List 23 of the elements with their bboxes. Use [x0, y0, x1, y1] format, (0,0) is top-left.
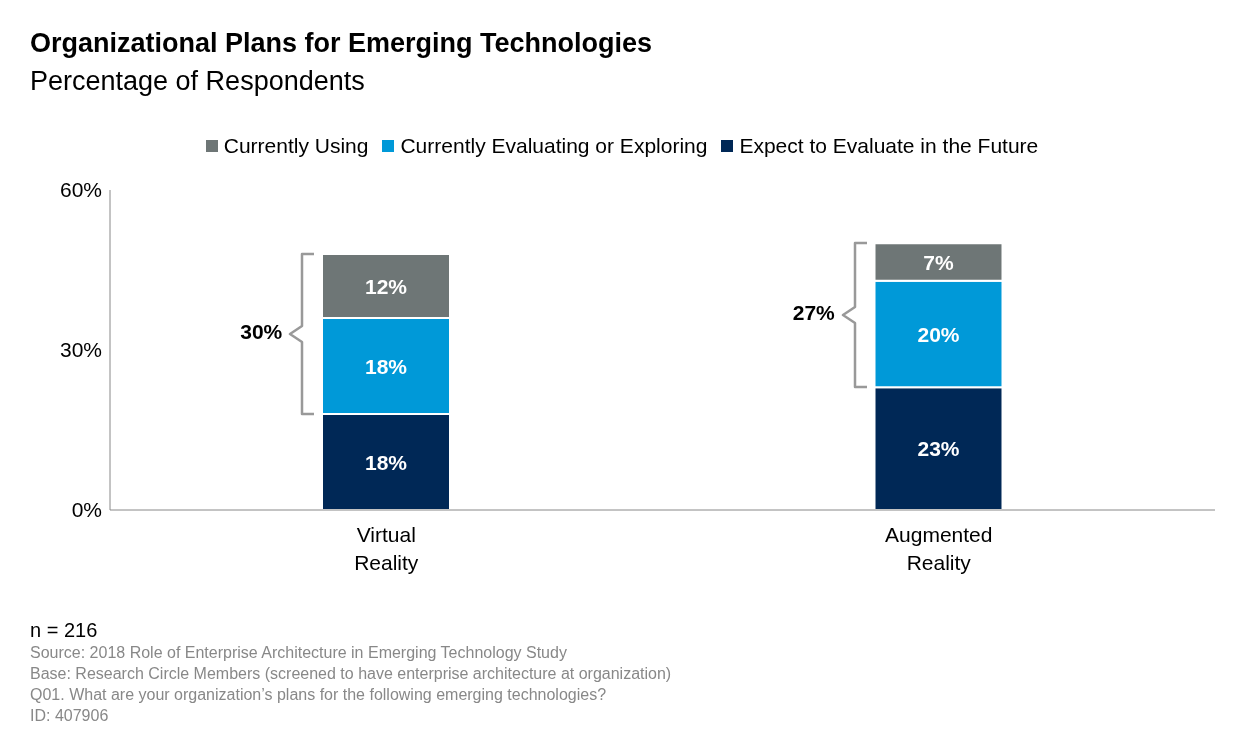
legend-label: Currently Using	[223, 134, 369, 158]
text: n = 216	[30, 618, 99, 642]
source-note: Source: 2018 Role of Enterprise Architecture in Emerging Technology Study	[30, 643, 568, 663]
data-label: 18%	[364, 354, 408, 378]
y-tick-label: 60%	[59, 178, 102, 202]
chart-subtitle: Percentage of Respondents	[30, 66, 365, 97]
x-tick-label: Augmented Reality	[885, 523, 993, 574]
annotation: 30%	[239, 320, 283, 344]
legend-label: Expect to Evaluate in the Future	[739, 134, 1039, 158]
text: ID: 407906	[30, 706, 110, 726]
data-label: 20%	[917, 322, 960, 346]
chart-title: Organizational Plans for Emerging Technologies	[30, 28, 653, 59]
text: Base: Research Circle Members (screened to have enterprise architecture at organization)	[30, 664, 672, 684]
y-tick-label: 0%	[71, 498, 102, 522]
data-label: 23%	[917, 437, 960, 461]
y-tick-label: 30%	[59, 338, 102, 362]
text: Q01. What are your organization’s plans for the following emerging technologies?	[30, 685, 608, 705]
x-tick-label: Virtual Reality	[354, 523, 419, 574]
data-label: 18%	[364, 450, 408, 474]
data-label: 7%	[923, 250, 954, 274]
annotation: 27%	[791, 301, 835, 326]
data-label: 12%	[364, 274, 408, 298]
legend-label: Currently Evaluating or Exploring	[400, 134, 708, 158]
